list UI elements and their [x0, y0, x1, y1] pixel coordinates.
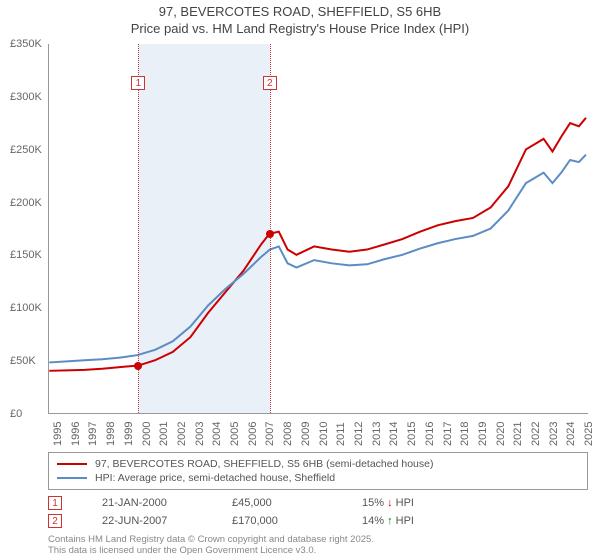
legend-label-property: 97, BEVERCOTES ROAD, SHEFFIELD, S5 6HB (… [95, 458, 433, 470]
y-tick-label: £200K [10, 197, 54, 209]
x-tick-label: 1995 [52, 422, 64, 446]
sales-table: 1 21-JAN-2000 £45,000 15% ↓ HPI 2 22-JUN… [48, 494, 588, 530]
title-line1: 97, BEVERCOTES ROAD, SHEFFIELD, S5 6HB [0, 4, 600, 21]
x-tick-label: 2016 [424, 422, 436, 446]
y-tick-label: £350K [10, 38, 54, 50]
footer-line1: Contains HM Land Registry data © Crown c… [48, 534, 374, 545]
title-block: 97, BEVERCOTES ROAD, SHEFFIELD, S5 6HB P… [0, 0, 600, 38]
sale-date-1: 21-JAN-2000 [102, 497, 192, 509]
chart-area: 12 [48, 44, 588, 414]
x-tick-label: 2004 [211, 422, 223, 446]
sale-marker-1: 1 [48, 496, 62, 510]
x-tick-label: 2007 [264, 422, 276, 446]
y-tick-label: £100K [10, 302, 54, 314]
x-tick-label: 2025 [583, 422, 595, 446]
y-tick-label: £50K [10, 355, 54, 367]
line-svg [49, 44, 588, 413]
sale-marker-box: 2 [263, 76, 277, 90]
sale-row-1: 1 21-JAN-2000 £45,000 15% ↓ HPI [48, 494, 588, 512]
legend-label-hpi: HPI: Average price, semi-detached house,… [95, 472, 335, 484]
sale-price-1: £45,000 [232, 497, 322, 509]
sale-dashline [138, 44, 139, 413]
x-tick-label: 2013 [371, 422, 383, 446]
x-tick-label: 1996 [70, 422, 82, 446]
sale-delta-1: 15% ↓ HPI [362, 497, 452, 509]
sale-price-2: £170,000 [232, 515, 322, 527]
x-tick-label: 2006 [247, 422, 259, 446]
x-tick-label: 1999 [123, 422, 135, 446]
sale-delta-text-1: 15% ↓ HPI [362, 497, 414, 509]
y-tick-label: £150K [10, 249, 54, 261]
x-tick-label: 2003 [194, 422, 206, 446]
sale-marker-box: 1 [131, 76, 145, 90]
legend-row-property: 97, BEVERCOTES ROAD, SHEFFIELD, S5 6HB (… [57, 457, 579, 471]
footer: Contains HM Land Registry data © Crown c… [48, 534, 374, 557]
x-tick-label: 2024 [565, 422, 577, 446]
legend: 97, BEVERCOTES ROAD, SHEFFIELD, S5 6HB (… [48, 452, 588, 490]
x-tick-label: 2000 [141, 422, 153, 446]
series-hpi [49, 155, 586, 363]
sale-delta-text-2: 14% ↑ HPI [362, 515, 414, 527]
x-tick-label: 2022 [530, 422, 542, 446]
x-tick-label: 2002 [176, 422, 188, 446]
title-line2: Price paid vs. HM Land Registry's House … [0, 21, 600, 38]
x-tick-label: 1997 [87, 422, 99, 446]
chart-container: 97, BEVERCOTES ROAD, SHEFFIELD, S5 6HB P… [0, 0, 600, 560]
x-tick-label: 2001 [158, 422, 170, 446]
x-tick-label: 2008 [282, 422, 294, 446]
x-tick-label: 2005 [229, 422, 241, 446]
sale-row-2: 2 22-JUN-2007 £170,000 14% ↑ HPI [48, 512, 588, 530]
legend-swatch-property [57, 463, 87, 465]
legend-swatch-hpi [57, 477, 87, 479]
sale-dot [266, 230, 274, 238]
sale-dashline [270, 44, 271, 413]
x-tick-label: 2021 [512, 422, 524, 446]
footer-line2: This data is licensed under the Open Gov… [48, 545, 374, 556]
sale-date-2: 22-JUN-2007 [102, 515, 192, 527]
x-tick-label: 2011 [335, 422, 347, 446]
x-tick-label: 2015 [406, 422, 418, 446]
x-tick-label: 1998 [105, 422, 117, 446]
x-tick-label: 2009 [300, 422, 312, 446]
legend-row-hpi: HPI: Average price, semi-detached house,… [57, 471, 579, 485]
x-tick-label: 2018 [459, 422, 471, 446]
y-tick-label: £300K [10, 91, 54, 103]
x-tick-label: 2014 [388, 422, 400, 446]
series-property [49, 118, 586, 371]
x-tick-label: 2020 [495, 422, 507, 446]
y-tick-label: £0 [10, 408, 54, 420]
x-tick-label: 2017 [442, 422, 454, 446]
y-tick-label: £250K [10, 144, 54, 156]
x-tick-label: 2023 [548, 422, 560, 446]
x-tick-label: 2019 [477, 422, 489, 446]
sale-marker-2: 2 [48, 514, 62, 528]
sale-delta-2: 14% ↑ HPI [362, 515, 452, 527]
x-tick-label: 2012 [353, 422, 365, 446]
sale-dot [134, 362, 142, 370]
x-tick-label: 2010 [318, 422, 330, 446]
